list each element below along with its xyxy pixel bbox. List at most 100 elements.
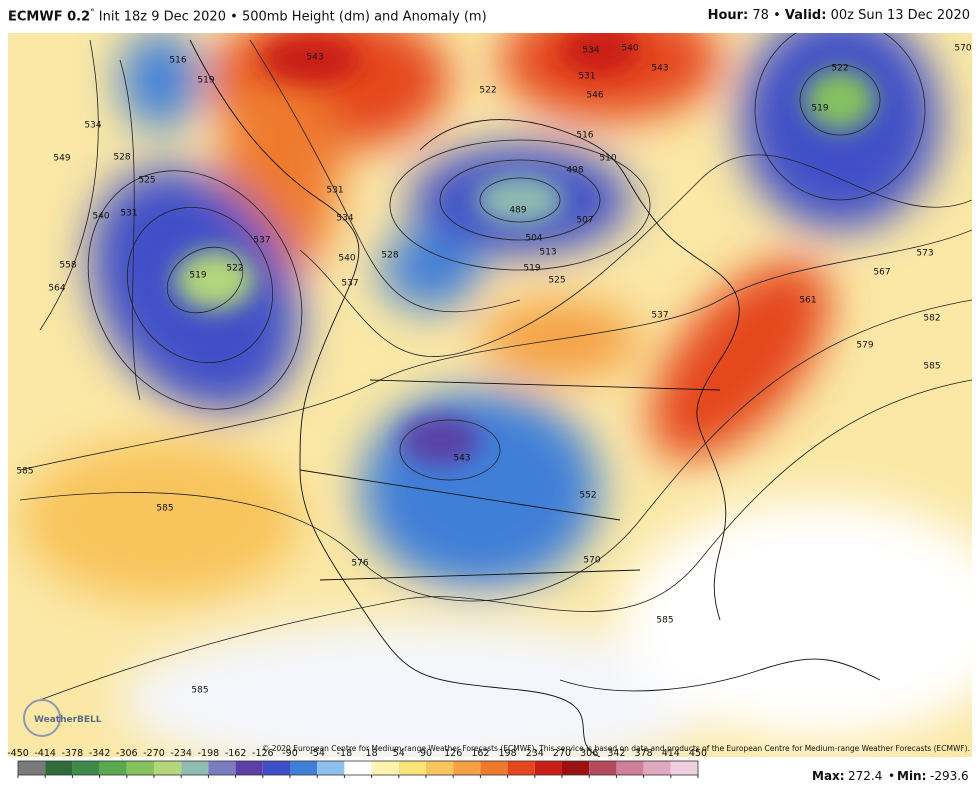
positive-anomaly	[20, 440, 300, 600]
positive-anomaly	[500, 33, 720, 120]
contour-label: 585	[191, 686, 208, 696]
contour-label: 528	[113, 153, 130, 163]
contour-label: 522	[831, 64, 848, 74]
separator: •	[773, 8, 781, 23]
positive-anomaly	[480, 300, 640, 380]
min: -293.6	[930, 769, 969, 783]
contour-label: 522	[479, 86, 496, 96]
colorbar-segment	[643, 761, 671, 775]
contour-label: 528	[381, 251, 398, 261]
colorbar-tick-label: -18	[337, 748, 353, 759]
copyright: © 2020 European Centre for Medium-range …	[262, 744, 970, 753]
contour-label: 519	[197, 76, 214, 86]
header-right: Hour: 78 • Valid: 00z Sun 13 Dec 2020	[708, 8, 970, 23]
colorbar-tick-label: 378	[635, 748, 653, 759]
separator: •	[230, 9, 238, 25]
colorbar-tick-label: -90	[282, 748, 298, 759]
max: 272.4	[848, 769, 882, 783]
colorbar-segment	[290, 761, 318, 775]
contour-label: 558	[59, 261, 76, 271]
colorbar-segment	[480, 761, 508, 775]
colorbar-tick-label: 90	[420, 748, 432, 759]
contour-label: 519	[811, 104, 828, 114]
colorbar-tick-label: 54	[393, 748, 405, 759]
coastlines	[189, 39, 881, 757]
colorbar-tick-label: 234	[526, 748, 544, 759]
contour-label: 570	[954, 44, 971, 54]
product: 500mb Height (dm) and Anomaly (m)	[241, 9, 487, 25]
contour-label: 576	[351, 559, 368, 569]
height-contours	[19, 33, 972, 701]
colorbar-segment	[453, 761, 481, 775]
colorbar-tick-label: 126	[444, 748, 462, 759]
strong-negative	[400, 415, 480, 465]
contour-label: 537	[651, 311, 668, 321]
colorbar-segment	[45, 761, 73, 775]
strong-negative	[175, 250, 255, 310]
contour-label: 564	[48, 284, 65, 294]
colorbar-tick-label: 162	[471, 748, 489, 759]
min-label: Min:	[897, 769, 926, 783]
colorbar-segment	[616, 761, 644, 775]
separator: •	[888, 769, 895, 783]
logo-mark	[23, 699, 61, 737]
contour-label: 546	[586, 91, 603, 101]
colorbar-tick-label: -378	[62, 748, 84, 759]
colorbar-tick-label: -162	[225, 748, 247, 759]
colorbar-tick-label: -270	[143, 748, 165, 759]
colorbar-segment	[262, 761, 290, 775]
colorbar-tick-label: -450	[7, 748, 29, 759]
contour-label: 534	[336, 214, 353, 224]
contour-label: 585	[156, 504, 173, 514]
contour-label: 540	[621, 44, 638, 54]
contour-label: 570	[583, 556, 600, 566]
contour-label: 516	[576, 131, 593, 141]
contour-label: 543	[651, 64, 668, 74]
colorbar-tick-label: 306	[580, 748, 598, 759]
contour-label: 534	[84, 121, 101, 131]
hour: 78	[752, 8, 769, 23]
colorbar-tick-label: -306	[116, 748, 138, 759]
colorbar-segment	[507, 761, 535, 775]
contour-label: 504	[525, 234, 542, 244]
strong-negative	[805, 70, 875, 130]
contour-label: 561	[799, 296, 816, 306]
colorbar: -450 -414 -378 -342 -306 -270 -234 -198 -162 -126…	[7, 748, 707, 778]
colorbar-segment	[99, 761, 127, 775]
negative-anomaly	[120, 33, 200, 130]
colorbar-tick-label: -54	[309, 748, 325, 759]
contour-label: 567	[873, 268, 890, 278]
colorbar-tick-label: -126	[252, 748, 274, 759]
model: ECMWF 0.2	[8, 9, 91, 25]
colorbar-tick-label: -342	[89, 748, 111, 759]
contour-label: 531	[578, 72, 595, 82]
colorbar-tick-label: 342	[607, 748, 625, 759]
colorbar-segment	[126, 761, 154, 775]
contour-label: 585	[656, 616, 673, 626]
colorbar-segment	[344, 761, 372, 775]
contour-label: 582	[923, 314, 940, 324]
contour-label: 519	[523, 264, 540, 274]
init: Init 18z 9 Dec 2020	[98, 9, 226, 25]
colorbar-segment	[18, 761, 46, 775]
colorbar-segment	[398, 761, 426, 775]
colorbar-segment	[317, 761, 345, 775]
contour-label: 519	[189, 271, 206, 281]
contour-label: 516	[169, 56, 186, 66]
contour-label: 543	[453, 454, 470, 464]
contour-label: 531	[326, 186, 343, 196]
colorbar-frame	[17, 760, 699, 776]
hour-label: Hour:	[707, 8, 749, 23]
neutral-area	[120, 620, 720, 757]
contour-label: 522	[226, 264, 243, 274]
colorbar-segment	[562, 761, 590, 775]
negative-anomaly	[360, 390, 600, 590]
contour-label: 543	[306, 53, 323, 63]
logo-text: WeatherBELL	[34, 715, 102, 725]
neutral-area	[620, 500, 972, 740]
contour-label: 537	[341, 279, 358, 289]
colorbar-tick-label: 414	[662, 748, 680, 759]
contour-label: 540	[92, 212, 109, 222]
